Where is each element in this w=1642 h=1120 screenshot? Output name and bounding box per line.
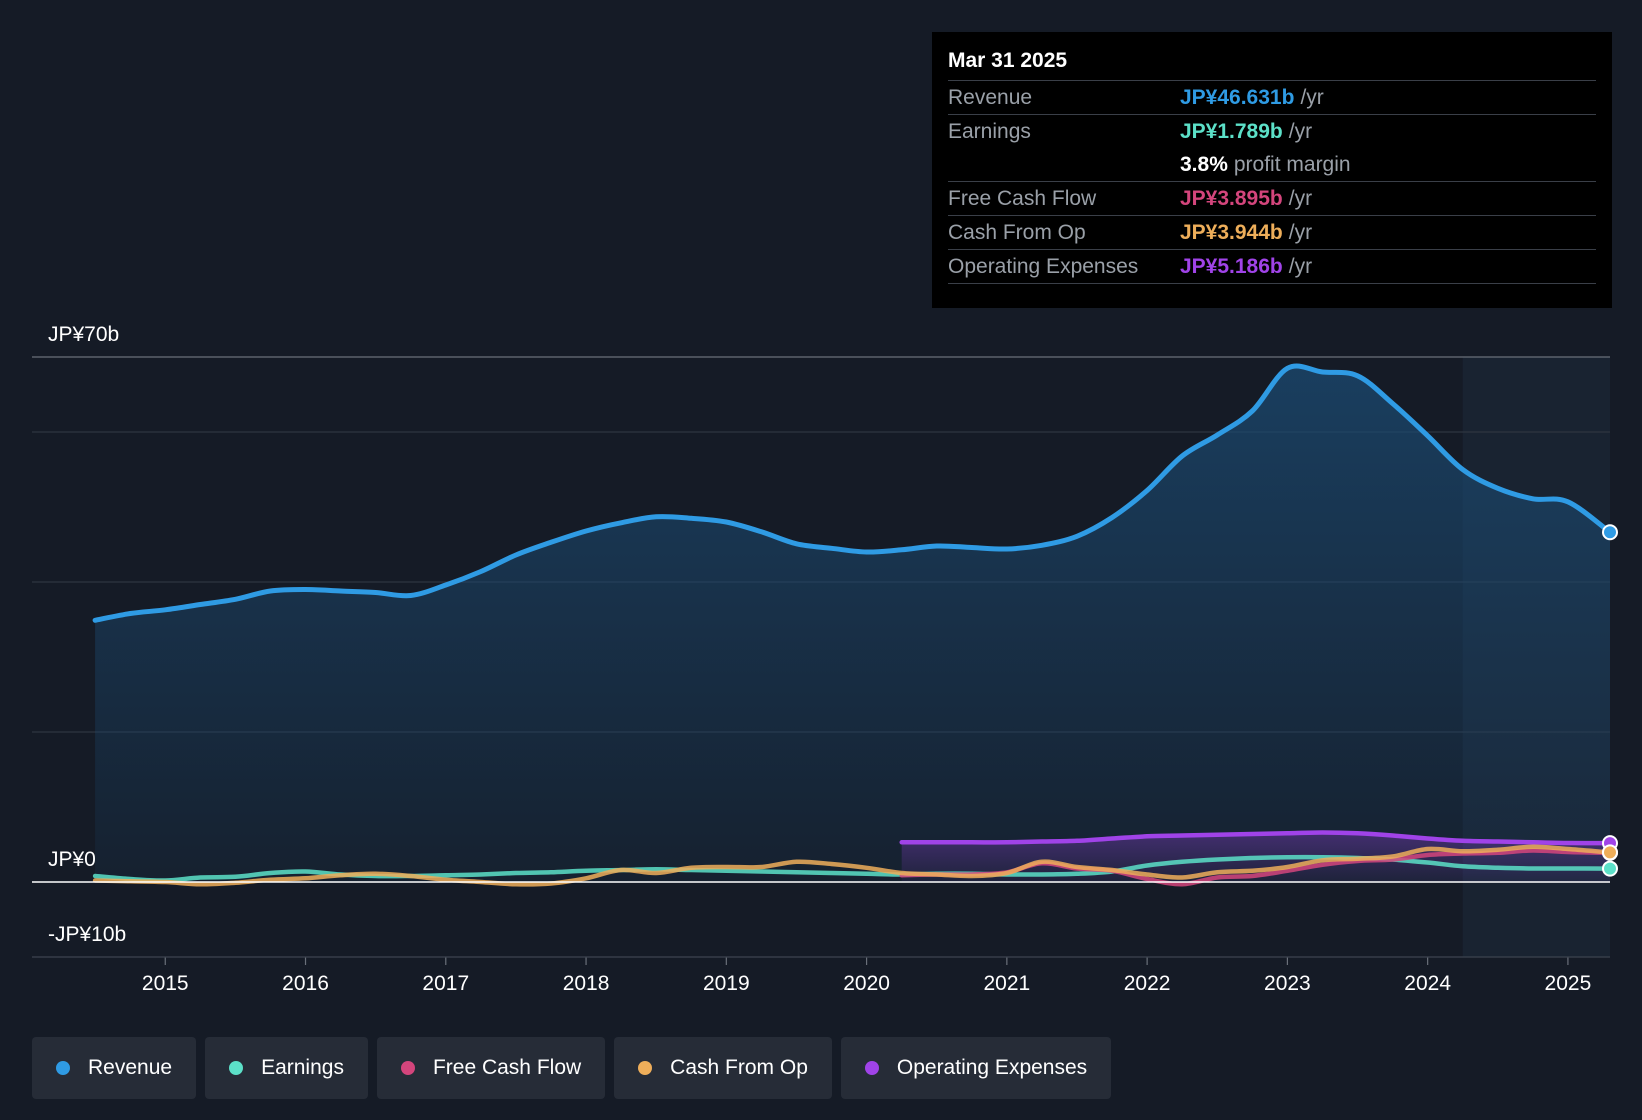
series-lines	[92, 363, 1613, 887]
tooltip-row-value: JP¥5.186b	[1180, 254, 1283, 278]
legend-dot-icon	[56, 1061, 70, 1075]
legend-item-operating-expenses[interactable]: Operating Expenses	[840, 1037, 1112, 1099]
legend-dot-icon	[400, 1061, 415, 1075]
legend-label: Cash From Op	[670, 1056, 808, 1079]
tooltip-row-value: JP¥1.789b	[1180, 119, 1283, 143]
legend-label: Operating Expenses	[896, 1056, 1088, 1079]
chart-legend: Revenue Earnings Free Cash Flow Cash From O…	[32, 1037, 1112, 1099]
legend-dot-icon	[229, 1061, 244, 1075]
x-tick-label: 2017	[422, 972, 469, 995]
operating-expenses-line	[899, 830, 1613, 846]
x-axis-ticks: 2015 2016 2017 2018 2019 2020 2021 2022 2023 2024…	[32, 956, 1610, 995]
x-tick-label: 2015	[142, 972, 189, 995]
tooltip-row-label: Cash From Op	[948, 220, 1086, 244]
tooltip-date: Mar 31 2025	[948, 46, 1596, 81]
x-tick-label: 2025	[1545, 972, 1592, 995]
cash-from-op-line	[92, 844, 1613, 887]
tooltip-row: Earnings JP¥1.789b/yr	[948, 115, 1596, 148]
tooltip-row-unit: /yr	[1300, 85, 1324, 109]
tooltip-row-label: Earnings	[948, 119, 1031, 143]
legend-label: Revenue	[88, 1056, 173, 1079]
x-tick-label: 2020	[843, 972, 890, 995]
tooltip-row-unit: /yr	[1288, 186, 1313, 210]
series-end-markers	[1602, 524, 1618, 877]
tooltip-rows: Revenue JP¥46.631b/yr Earnings JP¥1.789b/yr…	[948, 81, 1596, 284]
x-tick-label: 2023	[1264, 972, 1311, 995]
y-axis-labels: JP¥70b JP¥0 -JP¥10b	[48, 323, 126, 946]
x-tick-label: 2021	[983, 972, 1030, 995]
tooltip-row-label: Operating Expenses	[948, 254, 1139, 278]
tooltip-row-unit: /yr	[1288, 254, 1313, 278]
tooltip-row: Operating Expenses JP¥5.186b/yr	[948, 250, 1596, 284]
revenue-area	[95, 365, 1611, 882]
tooltip-row-value: 3.8%	[1180, 152, 1228, 176]
series-areas	[95, 365, 1611, 882]
legend-label: Earnings	[261, 1056, 344, 1079]
x-tick-label: 2019	[703, 972, 750, 995]
legend-item-revenue[interactable]: Revenue	[32, 1037, 197, 1099]
x-tick-label: 2018	[563, 972, 610, 995]
data-tooltip: Mar 31 2025 Revenue JP¥46.631b/yr Earnings…	[932, 32, 1612, 308]
y-axis-label: -JP¥10b	[48, 923, 126, 946]
cash-from-op-end-marker	[1602, 844, 1618, 861]
tooltip-row-unit: profit margin	[1233, 152, 1351, 176]
tooltip-row-unit: /yr	[1288, 220, 1313, 244]
tooltip-row: 3.8% profit margin	[948, 148, 1596, 182]
legend-item-free-cash-flow[interactable]: Free Cash Flow	[376, 1037, 606, 1099]
revenue-end-marker	[1602, 524, 1618, 541]
tooltip-row-label: Free Cash Flow	[948, 186, 1097, 210]
tooltip-row-value: JP¥46.631b	[1180, 85, 1295, 109]
tooltip-row: Free Cash Flow JP¥3.895b/yr	[948, 182, 1596, 216]
revenue-line	[92, 363, 1613, 623]
legend-dot-icon	[864, 1061, 879, 1075]
legend-item-cash-from-op[interactable]: Cash From Op	[614, 1037, 832, 1099]
legend-dot-icon	[638, 1061, 653, 1075]
tooltip-row-value: JP¥3.895b	[1180, 186, 1283, 210]
tooltip-row-value: JP¥3.944b	[1180, 220, 1283, 244]
tooltip-row: Revenue JP¥46.631b/yr	[948, 81, 1596, 115]
x-tick-label: 2024	[1404, 972, 1451, 995]
legend-label: Free Cash Flow	[432, 1056, 582, 1079]
x-tick-label: 2022	[1124, 972, 1171, 995]
y-axis-label: JP¥70b	[48, 323, 119, 346]
tooltip-row-unit: /yr	[1288, 119, 1313, 143]
x-tick-label: 2016	[282, 972, 329, 995]
earnings-end-marker	[1602, 860, 1618, 877]
tooltip-row: Cash From Op JP¥3.944b/yr	[948, 216, 1596, 250]
legend-item-earnings[interactable]: Earnings	[205, 1037, 368, 1099]
tooltip-row-label: Revenue	[948, 85, 1033, 109]
y-axis-label: JP¥0	[48, 848, 96, 871]
